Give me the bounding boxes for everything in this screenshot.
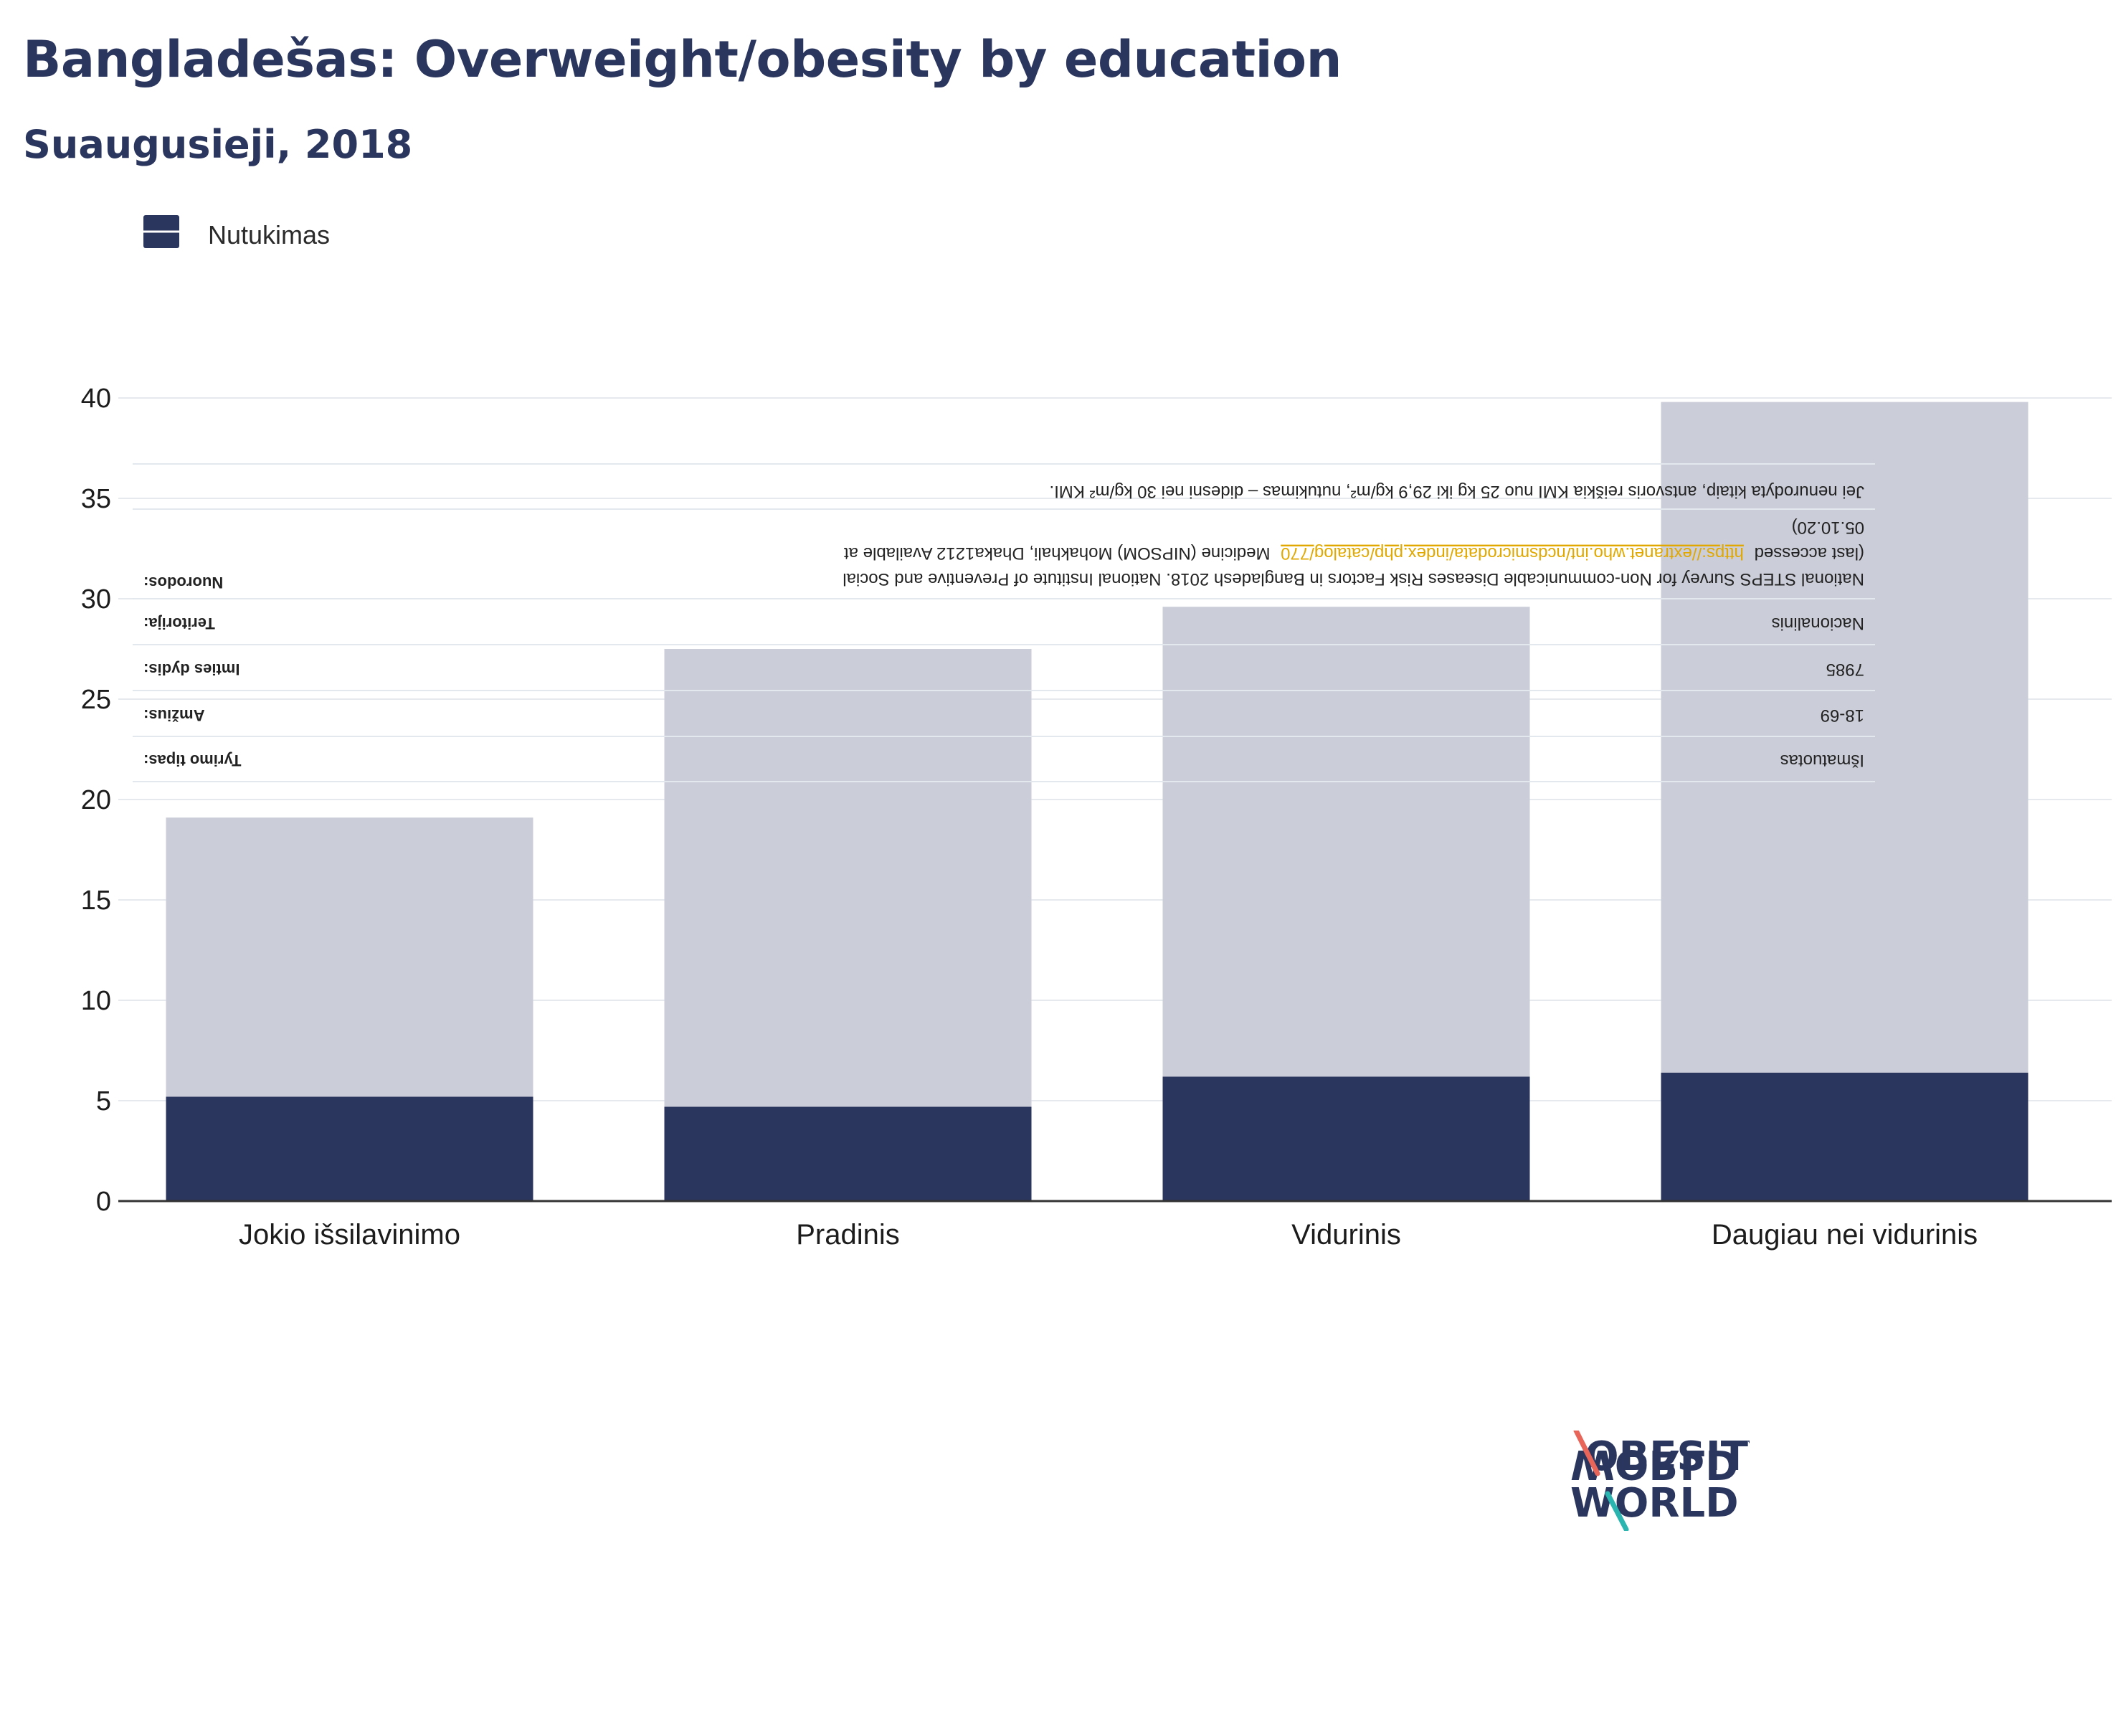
info-val-sample-size: 7985 [1826, 660, 1864, 679]
axes: 0 5 10 15 20 25 30 35 40 Jokio išsilavinimo Pradin… [81, 384, 2112, 1251]
x-category-label: Pradinis [796, 1219, 900, 1251]
chart-subtitle: Suaugusieji, 2018 [23, 122, 413, 167]
y-tick-label: 5 [96, 1086, 111, 1116]
info-val-territory: Nacionalinis [1772, 614, 1864, 633]
info-val-age: 18-69 [1821, 706, 1864, 725]
bar-overweight-0 [166, 817, 533, 1097]
x-category-label: Vidurinis [1291, 1219, 1401, 1251]
bar-overweight-2 [1162, 607, 1530, 1077]
legend: Nutukimas [143, 215, 330, 250]
legend-label-obesity: Nutukimas [208, 220, 330, 250]
info-key-territory: Teritorija: [143, 615, 215, 632]
info-ref-line-3: 05.10.20) [1792, 518, 1864, 537]
logo-word-obesity: OBESITY [1585, 1433, 1750, 1480]
chart-title: Bangladešas: Overweight/obesity by educa… [23, 30, 1342, 89]
info-key-survey-type: Tyrimo tipas: [143, 751, 242, 769]
bar-overweight-3 [1661, 402, 2029, 1073]
x-category-label: Daugiau nei vidurinis [1712, 1219, 1978, 1251]
info-table-lines [133, 463, 1875, 782]
info-table: Jei nenurodyta kitaip, antsvoris reiškia… [133, 463, 1875, 782]
info-ref-line-2: (last accessed https://extranet.who.int/… [844, 544, 1864, 563]
info-ref-line-1: National STEPS Survey for Non-communicab… [843, 569, 1864, 589]
bar-obesity-0 [166, 1096, 533, 1201]
y-tick-label: 25 [81, 685, 111, 715]
bar-overweight-1 [664, 649, 1032, 1107]
y-tick-label: 0 [96, 1187, 111, 1217]
info-key-age: Amžius: [143, 706, 205, 724]
logo-word-world-lower: WORLD [1570, 1480, 1739, 1527]
bar-obesity-1 [664, 1106, 1032, 1201]
info-val-survey-type: Išmatuotas [1780, 751, 1864, 770]
bar-chart: 0 5 10 15 20 25 30 35 40 Jokio išsilavinimo Pradin… [81, 215, 2112, 1251]
bar-obesity-2 [1162, 1076, 1530, 1201]
x-category-label: Jokio išsilavinimo [239, 1219, 460, 1251]
y-tick-label: 10 [81, 986, 111, 1016]
logo-stroke-red [1573, 1431, 1600, 1476]
info-ref-publisher: Medicine (NIPSOM) Mohakhali, Dhaka1212 A… [844, 544, 1271, 563]
y-tick-label: 20 [81, 785, 111, 815]
bars [166, 402, 2029, 1201]
logo-word-world: WORLD [1570, 1441, 1739, 1487]
info-ref-access: (last accessed [1755, 544, 1864, 563]
info-key-sample-size: Imties dydis: [143, 660, 239, 678]
logo-stroke-teal [1605, 1491, 1629, 1531]
y-tick-label: 30 [81, 584, 111, 615]
y-tick-label: 35 [81, 484, 111, 514]
bar-obesity-3 [1661, 1072, 2029, 1201]
world-obesity-logo: WORLD OBESITY WORLD [1570, 1431, 1750, 1531]
info-ref-link[interactable]: https://extranet.who.int/ncdsmicrodata/i… [1281, 544, 1744, 563]
info-note: Jei nenurodyta kitaip, antsvoris reiškia… [1049, 482, 1864, 501]
info-key-references: Nuorodos: [143, 574, 223, 592]
y-tick-label: 40 [81, 384, 111, 414]
y-tick-label: 15 [81, 886, 111, 916]
